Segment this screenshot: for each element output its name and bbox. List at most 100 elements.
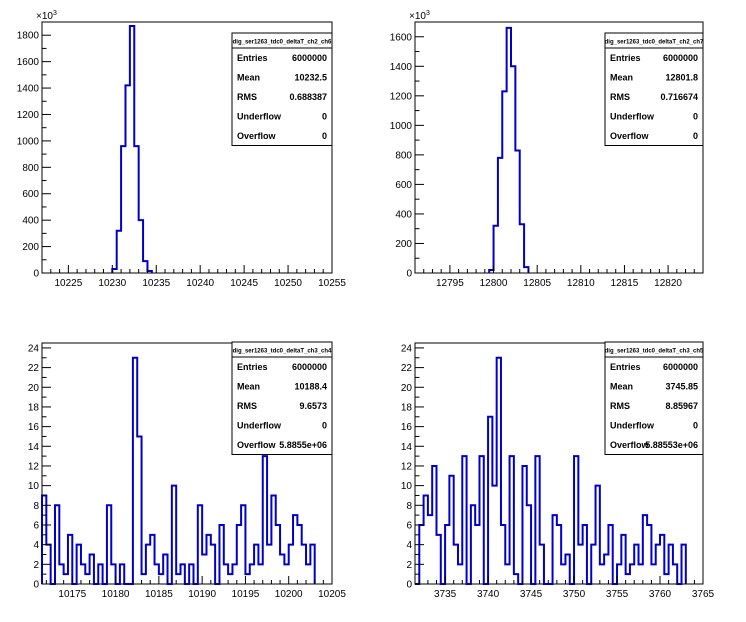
y-tick-label: 12 bbox=[401, 461, 413, 472]
x-tick-label: 3760 bbox=[649, 589, 672, 600]
stats-value: 5.88553e+06 bbox=[645, 440, 698, 450]
stats-box: dig_ser1263_tdc0_deltaT_ch3_ch5 Entries 60… bbox=[604, 341, 704, 455]
stats-title: dig_ser1263_tdc0_deltaT_ch3_ch5 bbox=[605, 349, 704, 355]
y-tick-label: 14 bbox=[401, 442, 413, 453]
x-tick-label: 10185 bbox=[145, 589, 173, 600]
stats-label: Mean bbox=[610, 382, 633, 392]
y-tick-label: 12 bbox=[28, 461, 40, 472]
histogram-outline bbox=[111, 24, 153, 273]
stats-label: RMS bbox=[610, 92, 630, 102]
y-tick-label: 18 bbox=[28, 402, 40, 413]
y-tick-label: 8 bbox=[33, 501, 39, 512]
y-tick-label: 24 bbox=[28, 343, 40, 354]
y-tick-label: 20 bbox=[28, 383, 40, 394]
y-tick-label: 1200 bbox=[17, 110, 40, 121]
stats-value: 12801.8 bbox=[665, 73, 698, 83]
x-tick-label: 10255 bbox=[318, 278, 346, 289]
stats-value: 3745.85 bbox=[665, 382, 698, 392]
y-tick-label: 0 bbox=[406, 269, 412, 280]
stats-value: 8.85967 bbox=[665, 401, 698, 411]
stats-label: Underflow bbox=[610, 421, 655, 431]
x-tick-label: 3750 bbox=[563, 589, 586, 600]
y-tick-label: 22 bbox=[401, 363, 413, 374]
stats-label: Overflow bbox=[237, 440, 277, 450]
stats-label: RMS bbox=[237, 401, 257, 411]
x-tick-label: 12795 bbox=[436, 278, 464, 289]
x-tick-label: 3765 bbox=[692, 589, 715, 600]
stats-value: 0 bbox=[693, 131, 698, 141]
y-tick-label: 10 bbox=[401, 481, 413, 492]
y-tick-label: 18 bbox=[401, 402, 413, 413]
x-tick-label: 10225 bbox=[54, 278, 82, 289]
histogram-panel-1: 0 200 400 600 800 1000 1200 1400 1600 1800 10225 10… bbox=[17, 10, 347, 289]
stats-label: Entries bbox=[610, 362, 641, 372]
stats-value: 0.688387 bbox=[289, 92, 327, 102]
x-tick-label: 12820 bbox=[654, 278, 682, 289]
y-tick-label: 2 bbox=[406, 560, 412, 571]
stats-value: 5.8855e+06 bbox=[279, 440, 327, 450]
y-tick-label: 8 bbox=[406, 501, 412, 512]
stats-title: dig_ser1263_tdc0_deltaT_ch2_ch7 bbox=[605, 40, 704, 46]
stats-value: 6000000 bbox=[292, 362, 327, 372]
x-tick-label: 10250 bbox=[274, 278, 302, 289]
histogram-series bbox=[41, 356, 316, 585]
x-tick-label: 12815 bbox=[611, 278, 639, 289]
stats-box: dig_ser1263_tdc0_deltaT_ch2_ch6 Entries 60… bbox=[231, 32, 333, 146]
stats-value: 0 bbox=[322, 112, 327, 122]
y-tick-label: 10 bbox=[28, 481, 40, 492]
stats-title: dig_ser1263_tdc0_deltaT_ch3_ch4 bbox=[233, 349, 332, 355]
x-tick-label: 12810 bbox=[567, 278, 595, 289]
y-tick-label: 600 bbox=[22, 189, 39, 200]
x-tick-label: 3735 bbox=[434, 589, 457, 600]
stats-label: Overflow bbox=[237, 131, 277, 141]
histogram-series bbox=[415, 356, 687, 585]
stats-label: Mean bbox=[237, 73, 260, 83]
y-tick-label: 24 bbox=[401, 343, 413, 354]
stats-label: Entries bbox=[237, 362, 268, 372]
y-tick-label: 1600 bbox=[390, 32, 413, 43]
y-tick-label: 1000 bbox=[390, 121, 413, 132]
stats-box-frame bbox=[231, 32, 333, 146]
y-tick-label: 16 bbox=[28, 422, 40, 433]
stats-box-frame bbox=[604, 32, 704, 146]
x-tick-label: 10245 bbox=[230, 278, 258, 289]
stats-value: 0 bbox=[322, 421, 327, 431]
x-tick-label: 10205 bbox=[318, 589, 346, 600]
x-tick-label: 3755 bbox=[606, 589, 629, 600]
y-exponent-label: ×103 bbox=[36, 10, 57, 22]
x-tick-label: 10230 bbox=[98, 278, 126, 289]
stats-label: Underflow bbox=[237, 421, 282, 431]
x-tick-label: 12800 bbox=[480, 278, 508, 289]
y-tick-label: 6 bbox=[406, 520, 412, 531]
x-tick-label: 10200 bbox=[275, 589, 303, 600]
histogram-series bbox=[488, 26, 530, 273]
histogram-outline bbox=[415, 356, 687, 585]
stats-value: 0 bbox=[322, 131, 327, 141]
stats-value: 6000000 bbox=[292, 53, 327, 63]
stats-value: 10232.5 bbox=[294, 73, 327, 83]
y-tick-label: 1800 bbox=[17, 31, 40, 42]
y-tick-label: 1600 bbox=[17, 57, 40, 68]
stats-value: 6000000 bbox=[663, 53, 698, 63]
histogram-outline bbox=[41, 356, 316, 585]
y-tick-label: 600 bbox=[395, 180, 412, 191]
stats-box-frame bbox=[231, 341, 333, 455]
y-tick-label: 400 bbox=[22, 216, 39, 227]
stats-value: 0 bbox=[693, 112, 698, 122]
y-tick-label: 20 bbox=[401, 383, 413, 394]
y-tick-label: 4 bbox=[406, 540, 412, 551]
stats-label: Entries bbox=[237, 53, 268, 63]
stats-label: Mean bbox=[237, 382, 260, 392]
y-tick-label: 200 bbox=[395, 239, 412, 250]
stats-label: Overflow bbox=[610, 131, 650, 141]
stats-box: dig_ser1263_tdc0_deltaT_ch3_ch4 Entries 60… bbox=[231, 341, 333, 455]
x-tick-label: 10175 bbox=[58, 589, 86, 600]
y-tick-label: 400 bbox=[395, 209, 412, 220]
y-tick-label: 0 bbox=[33, 580, 39, 591]
y-tick-label: 800 bbox=[22, 163, 39, 174]
histogram-panel-2: 0 200 400 600 800 1000 1200 1400 1600 12795 12800 1… bbox=[390, 10, 704, 289]
x-tick-label: 10180 bbox=[102, 589, 130, 600]
